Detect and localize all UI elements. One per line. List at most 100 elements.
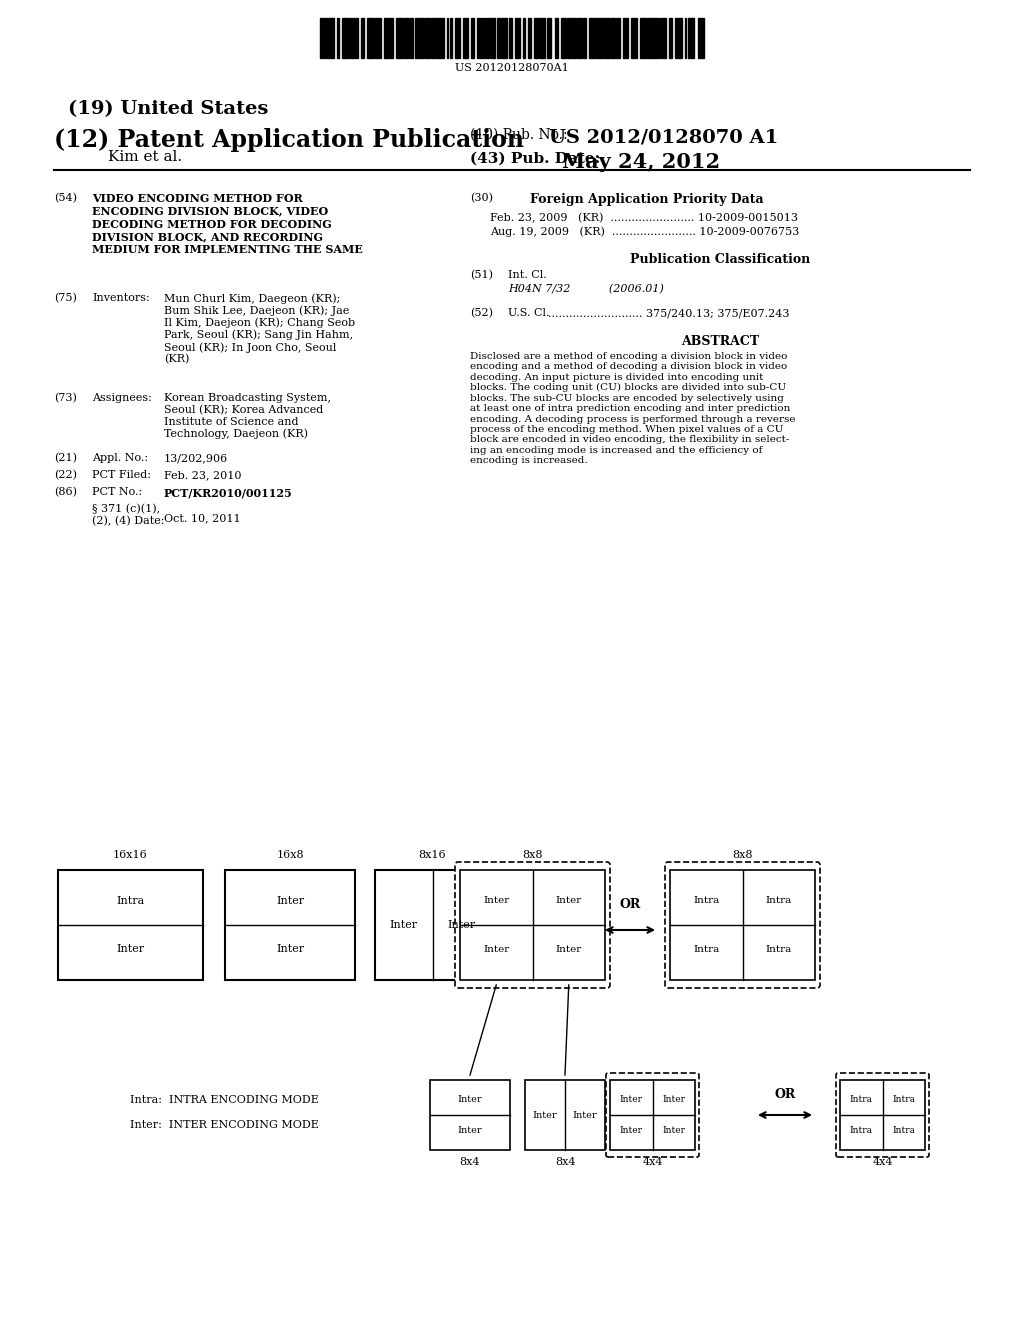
Text: Inventors:: Inventors: xyxy=(92,293,150,304)
Text: H04N 7/32           (2006.01): H04N 7/32 (2006.01) xyxy=(508,284,664,294)
Text: 13/202,906: 13/202,906 xyxy=(164,453,228,463)
Text: (12) Patent Application Publication: (12) Patent Application Publication xyxy=(54,128,524,152)
Text: Oct. 10, 2011: Oct. 10, 2011 xyxy=(164,513,241,523)
Text: Inter: Inter xyxy=(532,1110,557,1119)
Text: 8x16: 8x16 xyxy=(419,850,446,861)
Bar xyxy=(840,1080,925,1150)
Bar xyxy=(528,18,531,58)
Bar xyxy=(411,18,414,58)
Text: OR: OR xyxy=(620,899,641,912)
Text: Inter:  INTER ENCODING MODE: Inter: INTER ENCODING MODE xyxy=(130,1119,318,1130)
Bar xyxy=(487,18,488,58)
Text: (75): (75) xyxy=(54,293,77,304)
Bar xyxy=(583,18,586,58)
Text: Feb. 23, 2009   (KR)  ........................ 10-2009-0015013: Feb. 23, 2009 (KR) .....................… xyxy=(490,213,798,223)
Bar xyxy=(525,1080,605,1150)
Text: (86): (86) xyxy=(54,487,77,498)
Text: 4x4: 4x4 xyxy=(872,1158,893,1167)
Bar xyxy=(404,18,410,58)
Bar xyxy=(58,870,203,979)
Text: Inter: Inter xyxy=(483,896,509,906)
Bar xyxy=(570,18,575,58)
Text: 8x8: 8x8 xyxy=(732,850,753,861)
Text: Inter: Inter xyxy=(620,1096,643,1104)
Bar xyxy=(471,18,474,58)
Text: 8x4: 8x4 xyxy=(555,1158,575,1167)
FancyBboxPatch shape xyxy=(665,862,820,987)
Bar xyxy=(437,18,443,58)
Text: Inter: Inter xyxy=(447,920,475,931)
Bar xyxy=(648,18,651,58)
Text: Inter: Inter xyxy=(483,945,509,953)
Bar xyxy=(384,18,389,58)
Text: Inter: Inter xyxy=(556,945,582,953)
Text: Intra: Intra xyxy=(850,1096,872,1104)
Bar xyxy=(375,18,381,58)
Text: Intra: Intra xyxy=(892,1096,915,1104)
Text: 4x4: 4x4 xyxy=(642,1158,663,1167)
Text: (51): (51) xyxy=(470,271,493,280)
Bar xyxy=(610,18,615,58)
Text: PCT No.:: PCT No.: xyxy=(92,487,142,498)
Bar xyxy=(323,18,328,58)
Text: ABSTRACT: ABSTRACT xyxy=(681,335,759,348)
Bar xyxy=(685,18,686,58)
Text: Korean Broadcasting System,
Seoul (KR); Korea Advanced
Institute of Science and
: Korean Broadcasting System, Seoul (KR); … xyxy=(164,393,331,438)
Text: Int. Cl.: Int. Cl. xyxy=(508,271,547,280)
Text: (54): (54) xyxy=(54,193,77,203)
Bar xyxy=(547,18,551,58)
Bar xyxy=(431,18,436,58)
Text: Foreign Application Priority Data: Foreign Application Priority Data xyxy=(530,193,764,206)
Text: (21): (21) xyxy=(54,453,77,463)
Text: Inter: Inter xyxy=(572,1110,597,1119)
Text: Assignees:: Assignees: xyxy=(92,393,152,403)
Bar xyxy=(670,870,815,979)
Bar xyxy=(688,18,694,58)
Bar xyxy=(590,18,594,58)
Text: Appl. No.:: Appl. No.: xyxy=(92,453,148,463)
Text: Aug. 19, 2009   (KR)  ........................ 10-2009-0076753: Aug. 19, 2009 (KR) .....................… xyxy=(490,226,800,236)
Bar xyxy=(490,18,495,58)
Text: (19) United States: (19) United States xyxy=(68,100,268,117)
Bar xyxy=(446,18,449,58)
Bar xyxy=(603,18,609,58)
Bar xyxy=(356,18,357,58)
Bar xyxy=(515,18,520,58)
Text: Kim et al.: Kim et al. xyxy=(108,150,182,164)
Bar xyxy=(595,18,601,58)
Bar xyxy=(319,18,322,58)
Text: Inter: Inter xyxy=(117,944,144,954)
Bar xyxy=(623,18,628,58)
Bar xyxy=(450,18,452,58)
Text: Disclosed are a method of encoding a division block in video
encoding and a meth: Disclosed are a method of encoding a div… xyxy=(470,352,796,465)
Bar xyxy=(455,18,460,58)
Bar xyxy=(368,18,374,58)
Text: Inter: Inter xyxy=(556,896,582,906)
Bar xyxy=(460,870,605,979)
Text: (43) Pub. Date:: (43) Pub. Date: xyxy=(470,152,600,166)
Bar xyxy=(697,18,703,58)
Bar xyxy=(396,18,402,58)
Bar xyxy=(535,18,538,58)
Bar xyxy=(430,1080,510,1150)
Bar xyxy=(342,18,348,58)
Bar xyxy=(610,1080,695,1150)
FancyBboxPatch shape xyxy=(606,1073,699,1158)
Text: ........................... 375/240.13; 375/E07.243: ........................... 375/240.13; … xyxy=(548,308,790,318)
Bar xyxy=(361,18,365,58)
Text: Publication Classification: Publication Classification xyxy=(630,253,810,267)
Text: Feb. 23, 2010: Feb. 23, 2010 xyxy=(164,470,242,480)
Bar xyxy=(539,18,545,58)
Text: Inter: Inter xyxy=(620,1126,643,1135)
Text: Intra:  INTRA ENCODING MODE: Intra: INTRA ENCODING MODE xyxy=(130,1096,318,1105)
Text: Inter: Inter xyxy=(275,896,304,906)
Bar xyxy=(497,18,502,58)
Text: 16x8: 16x8 xyxy=(276,850,304,861)
Bar xyxy=(652,18,658,58)
Bar xyxy=(425,18,430,58)
Text: 8x4: 8x4 xyxy=(460,1158,480,1167)
Text: (10) Pub. No.:: (10) Pub. No.: xyxy=(470,128,567,143)
Bar xyxy=(503,18,507,58)
Text: Intra: Intra xyxy=(693,896,720,906)
Text: Inter: Inter xyxy=(390,920,418,931)
